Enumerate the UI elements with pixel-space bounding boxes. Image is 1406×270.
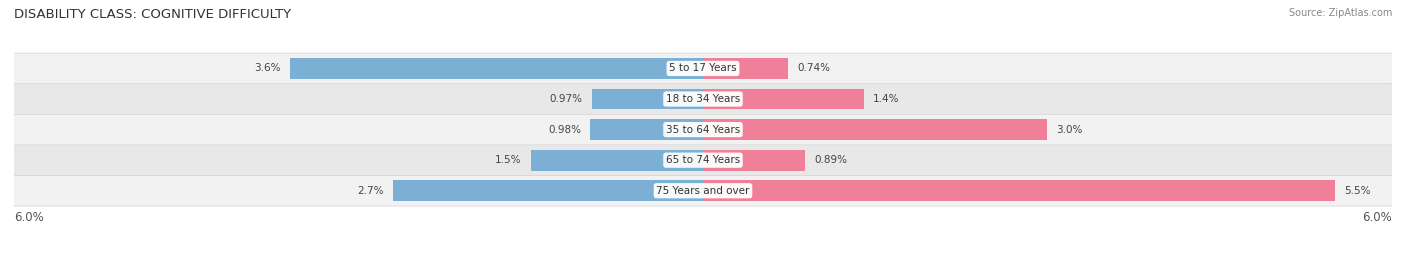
Bar	[703, 119, 1047, 140]
FancyBboxPatch shape	[13, 176, 1393, 206]
Bar	[592, 89, 703, 109]
FancyBboxPatch shape	[13, 53, 1393, 84]
Text: 3.0%: 3.0%	[1057, 124, 1083, 135]
Text: DISABILITY CLASS: COGNITIVE DIFFICULTY: DISABILITY CLASS: COGNITIVE DIFFICULTY	[14, 8, 291, 21]
Text: 0.89%: 0.89%	[814, 155, 848, 165]
FancyBboxPatch shape	[13, 53, 1393, 83]
Bar	[290, 58, 703, 79]
Bar	[531, 150, 703, 171]
Bar	[703, 58, 787, 79]
FancyBboxPatch shape	[13, 114, 1393, 145]
FancyBboxPatch shape	[13, 84, 1393, 114]
Text: 0.97%: 0.97%	[550, 94, 582, 104]
FancyBboxPatch shape	[13, 176, 1393, 206]
Text: 1.5%: 1.5%	[495, 155, 522, 165]
Text: 5.5%: 5.5%	[1344, 186, 1371, 196]
Text: Source: ZipAtlas.com: Source: ZipAtlas.com	[1288, 8, 1392, 18]
Text: 0.98%: 0.98%	[548, 124, 581, 135]
Bar	[703, 180, 1334, 201]
Text: 35 to 64 Years: 35 to 64 Years	[666, 124, 740, 135]
Text: 75 Years and over: 75 Years and over	[657, 186, 749, 196]
Text: 5 to 17 Years: 5 to 17 Years	[669, 63, 737, 73]
Bar	[703, 89, 863, 109]
FancyBboxPatch shape	[13, 145, 1393, 175]
FancyBboxPatch shape	[13, 115, 1393, 144]
Text: 1.4%: 1.4%	[873, 94, 900, 104]
Text: 6.0%: 6.0%	[14, 211, 44, 224]
Text: 18 to 34 Years: 18 to 34 Years	[666, 94, 740, 104]
Bar	[591, 119, 703, 140]
Text: 65 to 74 Years: 65 to 74 Years	[666, 155, 740, 165]
Legend: Male, Female: Male, Female	[634, 266, 772, 270]
FancyBboxPatch shape	[13, 145, 1393, 176]
Text: 0.74%: 0.74%	[797, 63, 830, 73]
Text: 3.6%: 3.6%	[254, 63, 280, 73]
Text: 2.7%: 2.7%	[357, 186, 384, 196]
Text: 6.0%: 6.0%	[1362, 211, 1392, 224]
Bar	[703, 150, 806, 171]
Bar	[392, 180, 703, 201]
FancyBboxPatch shape	[13, 84, 1393, 114]
